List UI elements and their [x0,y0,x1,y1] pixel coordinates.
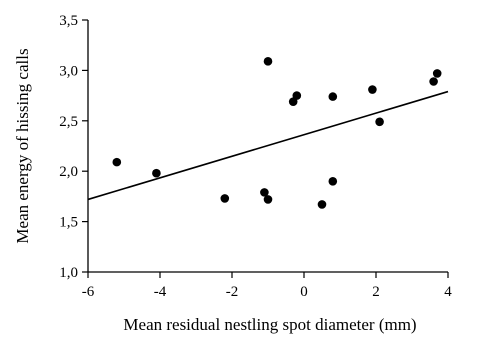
x-tick-label: -2 [226,284,239,300]
y-tick-label: 3,5 [59,13,78,29]
y-tick-label: 2,0 [59,164,78,180]
data-points [112,57,442,209]
data-point [317,200,327,209]
data-point [368,85,377,94]
data-point [432,69,442,78]
data-point [112,157,122,167]
trendline-group [87,90,449,201]
x-axis-title: Mean residual nestling spot diameter (mm… [123,315,416,334]
y-axis-title: Mean energy of hissing calls [13,48,32,243]
y-tick-label: 1,5 [59,215,78,231]
data-point [220,194,230,203]
regression-line [87,90,449,201]
data-point [328,92,338,101]
plot-area: -6 -4 -2 0 2 4 1,0 1,5 2,0 2,5 3,0 3,5 [59,13,452,300]
x-tick-label: 2 [372,284,380,300]
y-axis-ticks: 1,0 1,5 2,0 2,5 3,0 3,5 [59,13,88,281]
x-tick-label: -6 [82,284,95,300]
x-axis-ticks: -6 -4 -2 0 2 4 [82,272,452,300]
data-point [375,117,384,127]
data-point [260,188,269,197]
data-point [328,176,338,186]
y-tick-label: 1,0 [59,265,78,281]
data-point [429,77,438,86]
data-point [292,91,302,100]
data-point [263,195,273,204]
x-tick-label: -4 [154,284,167,300]
data-point [263,57,273,66]
x-tick-label: 4 [444,284,452,300]
data-point [152,168,161,178]
x-tick-label: 0 [300,284,308,300]
y-tick-label: 2,5 [59,114,78,130]
y-tick-label: 3,0 [59,63,78,79]
